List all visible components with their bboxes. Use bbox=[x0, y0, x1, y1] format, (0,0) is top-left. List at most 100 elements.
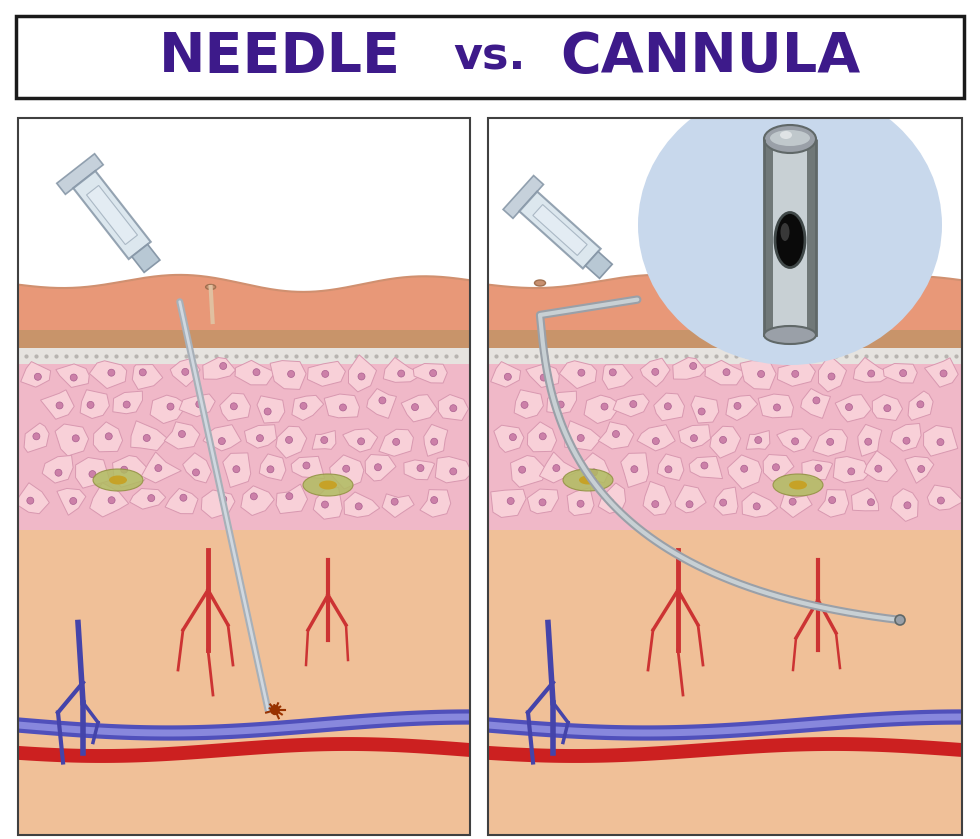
Polygon shape bbox=[86, 185, 137, 244]
Circle shape bbox=[34, 373, 41, 380]
Circle shape bbox=[343, 465, 350, 472]
Circle shape bbox=[940, 370, 947, 377]
Circle shape bbox=[286, 492, 293, 500]
Ellipse shape bbox=[534, 280, 546, 286]
Polygon shape bbox=[527, 422, 557, 451]
Circle shape bbox=[690, 362, 697, 369]
Polygon shape bbox=[654, 393, 684, 421]
Polygon shape bbox=[527, 489, 559, 513]
Polygon shape bbox=[89, 361, 126, 388]
Polygon shape bbox=[519, 191, 601, 268]
Polygon shape bbox=[438, 394, 468, 420]
Circle shape bbox=[904, 502, 910, 508]
Circle shape bbox=[701, 462, 708, 469]
Polygon shape bbox=[75, 457, 110, 488]
Circle shape bbox=[267, 466, 274, 473]
Polygon shape bbox=[80, 390, 110, 419]
Bar bbox=[488, 118, 962, 835]
Polygon shape bbox=[854, 357, 893, 383]
Circle shape bbox=[180, 494, 187, 501]
Ellipse shape bbox=[770, 130, 810, 146]
Circle shape bbox=[139, 369, 146, 376]
Polygon shape bbox=[643, 482, 671, 515]
Circle shape bbox=[755, 436, 761, 444]
Polygon shape bbox=[908, 391, 933, 420]
Polygon shape bbox=[742, 492, 778, 518]
Circle shape bbox=[300, 403, 307, 409]
Circle shape bbox=[265, 408, 271, 415]
Polygon shape bbox=[890, 424, 921, 451]
Circle shape bbox=[355, 503, 363, 510]
Ellipse shape bbox=[764, 125, 816, 153]
Circle shape bbox=[510, 434, 516, 440]
Polygon shape bbox=[292, 395, 323, 420]
Circle shape bbox=[73, 435, 79, 442]
Circle shape bbox=[864, 438, 872, 446]
Circle shape bbox=[450, 404, 457, 412]
Circle shape bbox=[773, 404, 780, 411]
Polygon shape bbox=[872, 394, 903, 420]
Circle shape bbox=[358, 373, 365, 380]
Circle shape bbox=[867, 498, 874, 506]
Circle shape bbox=[601, 403, 608, 410]
Polygon shape bbox=[349, 355, 376, 392]
Circle shape bbox=[105, 433, 113, 440]
Polygon shape bbox=[24, 423, 49, 452]
Polygon shape bbox=[21, 362, 51, 387]
Polygon shape bbox=[494, 425, 524, 452]
Circle shape bbox=[518, 466, 525, 473]
Polygon shape bbox=[858, 425, 882, 456]
Circle shape bbox=[652, 368, 659, 375]
Circle shape bbox=[664, 403, 671, 409]
Bar bbox=[488, 530, 962, 835]
Circle shape bbox=[430, 497, 438, 503]
Polygon shape bbox=[129, 488, 166, 509]
Circle shape bbox=[719, 436, 726, 443]
Bar bbox=[488, 348, 962, 364]
Circle shape bbox=[686, 501, 693, 508]
Bar bbox=[0, 835, 980, 839]
Circle shape bbox=[148, 495, 155, 502]
Polygon shape bbox=[705, 360, 745, 385]
Circle shape bbox=[577, 435, 584, 441]
Polygon shape bbox=[141, 452, 181, 483]
Polygon shape bbox=[367, 388, 397, 419]
Ellipse shape bbox=[780, 131, 792, 139]
Circle shape bbox=[393, 438, 400, 446]
Polygon shape bbox=[883, 363, 917, 383]
Polygon shape bbox=[613, 394, 649, 417]
Polygon shape bbox=[201, 490, 235, 519]
Circle shape bbox=[792, 370, 799, 378]
Circle shape bbox=[610, 369, 616, 376]
Polygon shape bbox=[585, 252, 612, 279]
Polygon shape bbox=[511, 456, 548, 487]
Polygon shape bbox=[713, 487, 738, 515]
Circle shape bbox=[108, 369, 115, 376]
Circle shape bbox=[846, 404, 853, 410]
Circle shape bbox=[917, 401, 924, 408]
Polygon shape bbox=[89, 482, 128, 517]
Polygon shape bbox=[56, 364, 89, 388]
Circle shape bbox=[155, 465, 162, 472]
Polygon shape bbox=[132, 244, 160, 273]
Circle shape bbox=[900, 370, 906, 377]
Polygon shape bbox=[818, 490, 849, 517]
Circle shape bbox=[178, 430, 185, 437]
Polygon shape bbox=[150, 395, 187, 424]
Circle shape bbox=[772, 464, 779, 471]
Circle shape bbox=[123, 401, 130, 408]
Bar bbox=[488, 330, 962, 348]
Ellipse shape bbox=[319, 481, 337, 489]
Circle shape bbox=[719, 499, 726, 506]
Circle shape bbox=[827, 438, 834, 446]
Polygon shape bbox=[727, 455, 761, 489]
Circle shape bbox=[884, 404, 891, 412]
Polygon shape bbox=[401, 394, 437, 422]
Ellipse shape bbox=[789, 481, 807, 489]
Circle shape bbox=[233, 466, 240, 472]
Polygon shape bbox=[584, 395, 621, 424]
Circle shape bbox=[758, 371, 764, 378]
Bar bbox=[0, 0, 980, 118]
Circle shape bbox=[917, 466, 925, 472]
Circle shape bbox=[540, 374, 547, 381]
